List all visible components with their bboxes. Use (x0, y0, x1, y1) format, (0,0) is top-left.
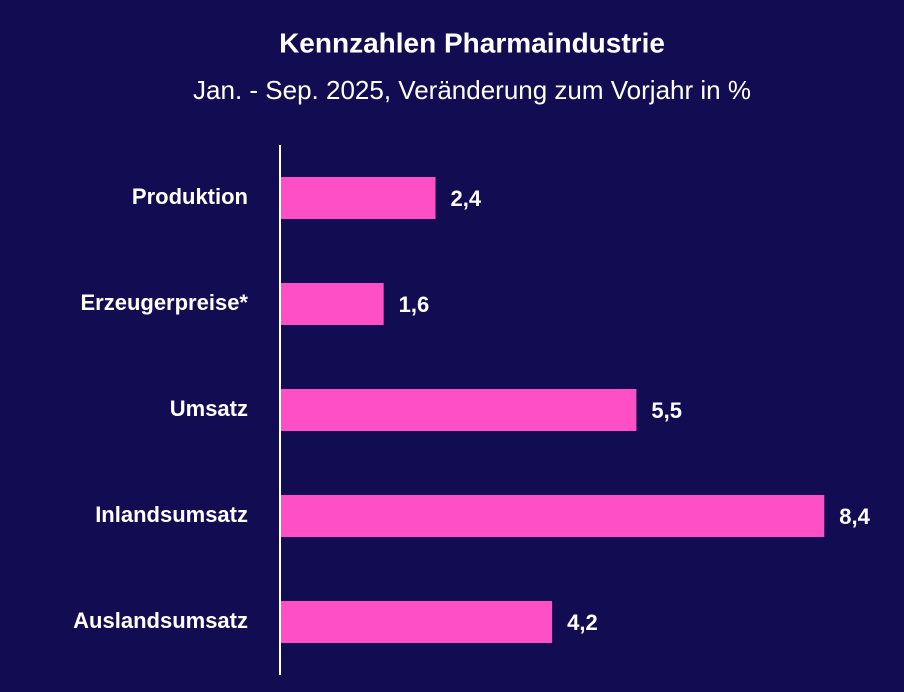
chart-subtitle: Jan. - Sep. 2025, Veränderung zum Vorjah… (193, 75, 751, 105)
chart-title: Kennzahlen Pharmaindustrie (279, 27, 665, 58)
bar (280, 389, 637, 431)
category-label: Produktion (132, 184, 248, 209)
value-label: 5,5 (651, 398, 682, 423)
bar (280, 177, 436, 219)
value-label: 2,4 (451, 186, 482, 211)
category-label: Inlandsumsatz (95, 502, 248, 527)
bar (280, 283, 384, 325)
value-label: 8,4 (839, 504, 870, 529)
category-label: Umsatz (170, 396, 248, 421)
category-label: Auslandsumsatz (73, 608, 248, 633)
value-label: 1,6 (399, 292, 430, 317)
category-label: Erzeugerpreise* (80, 290, 248, 315)
value-label: 4,2 (567, 610, 598, 635)
bar (280, 495, 825, 537)
bar (280, 601, 553, 643)
